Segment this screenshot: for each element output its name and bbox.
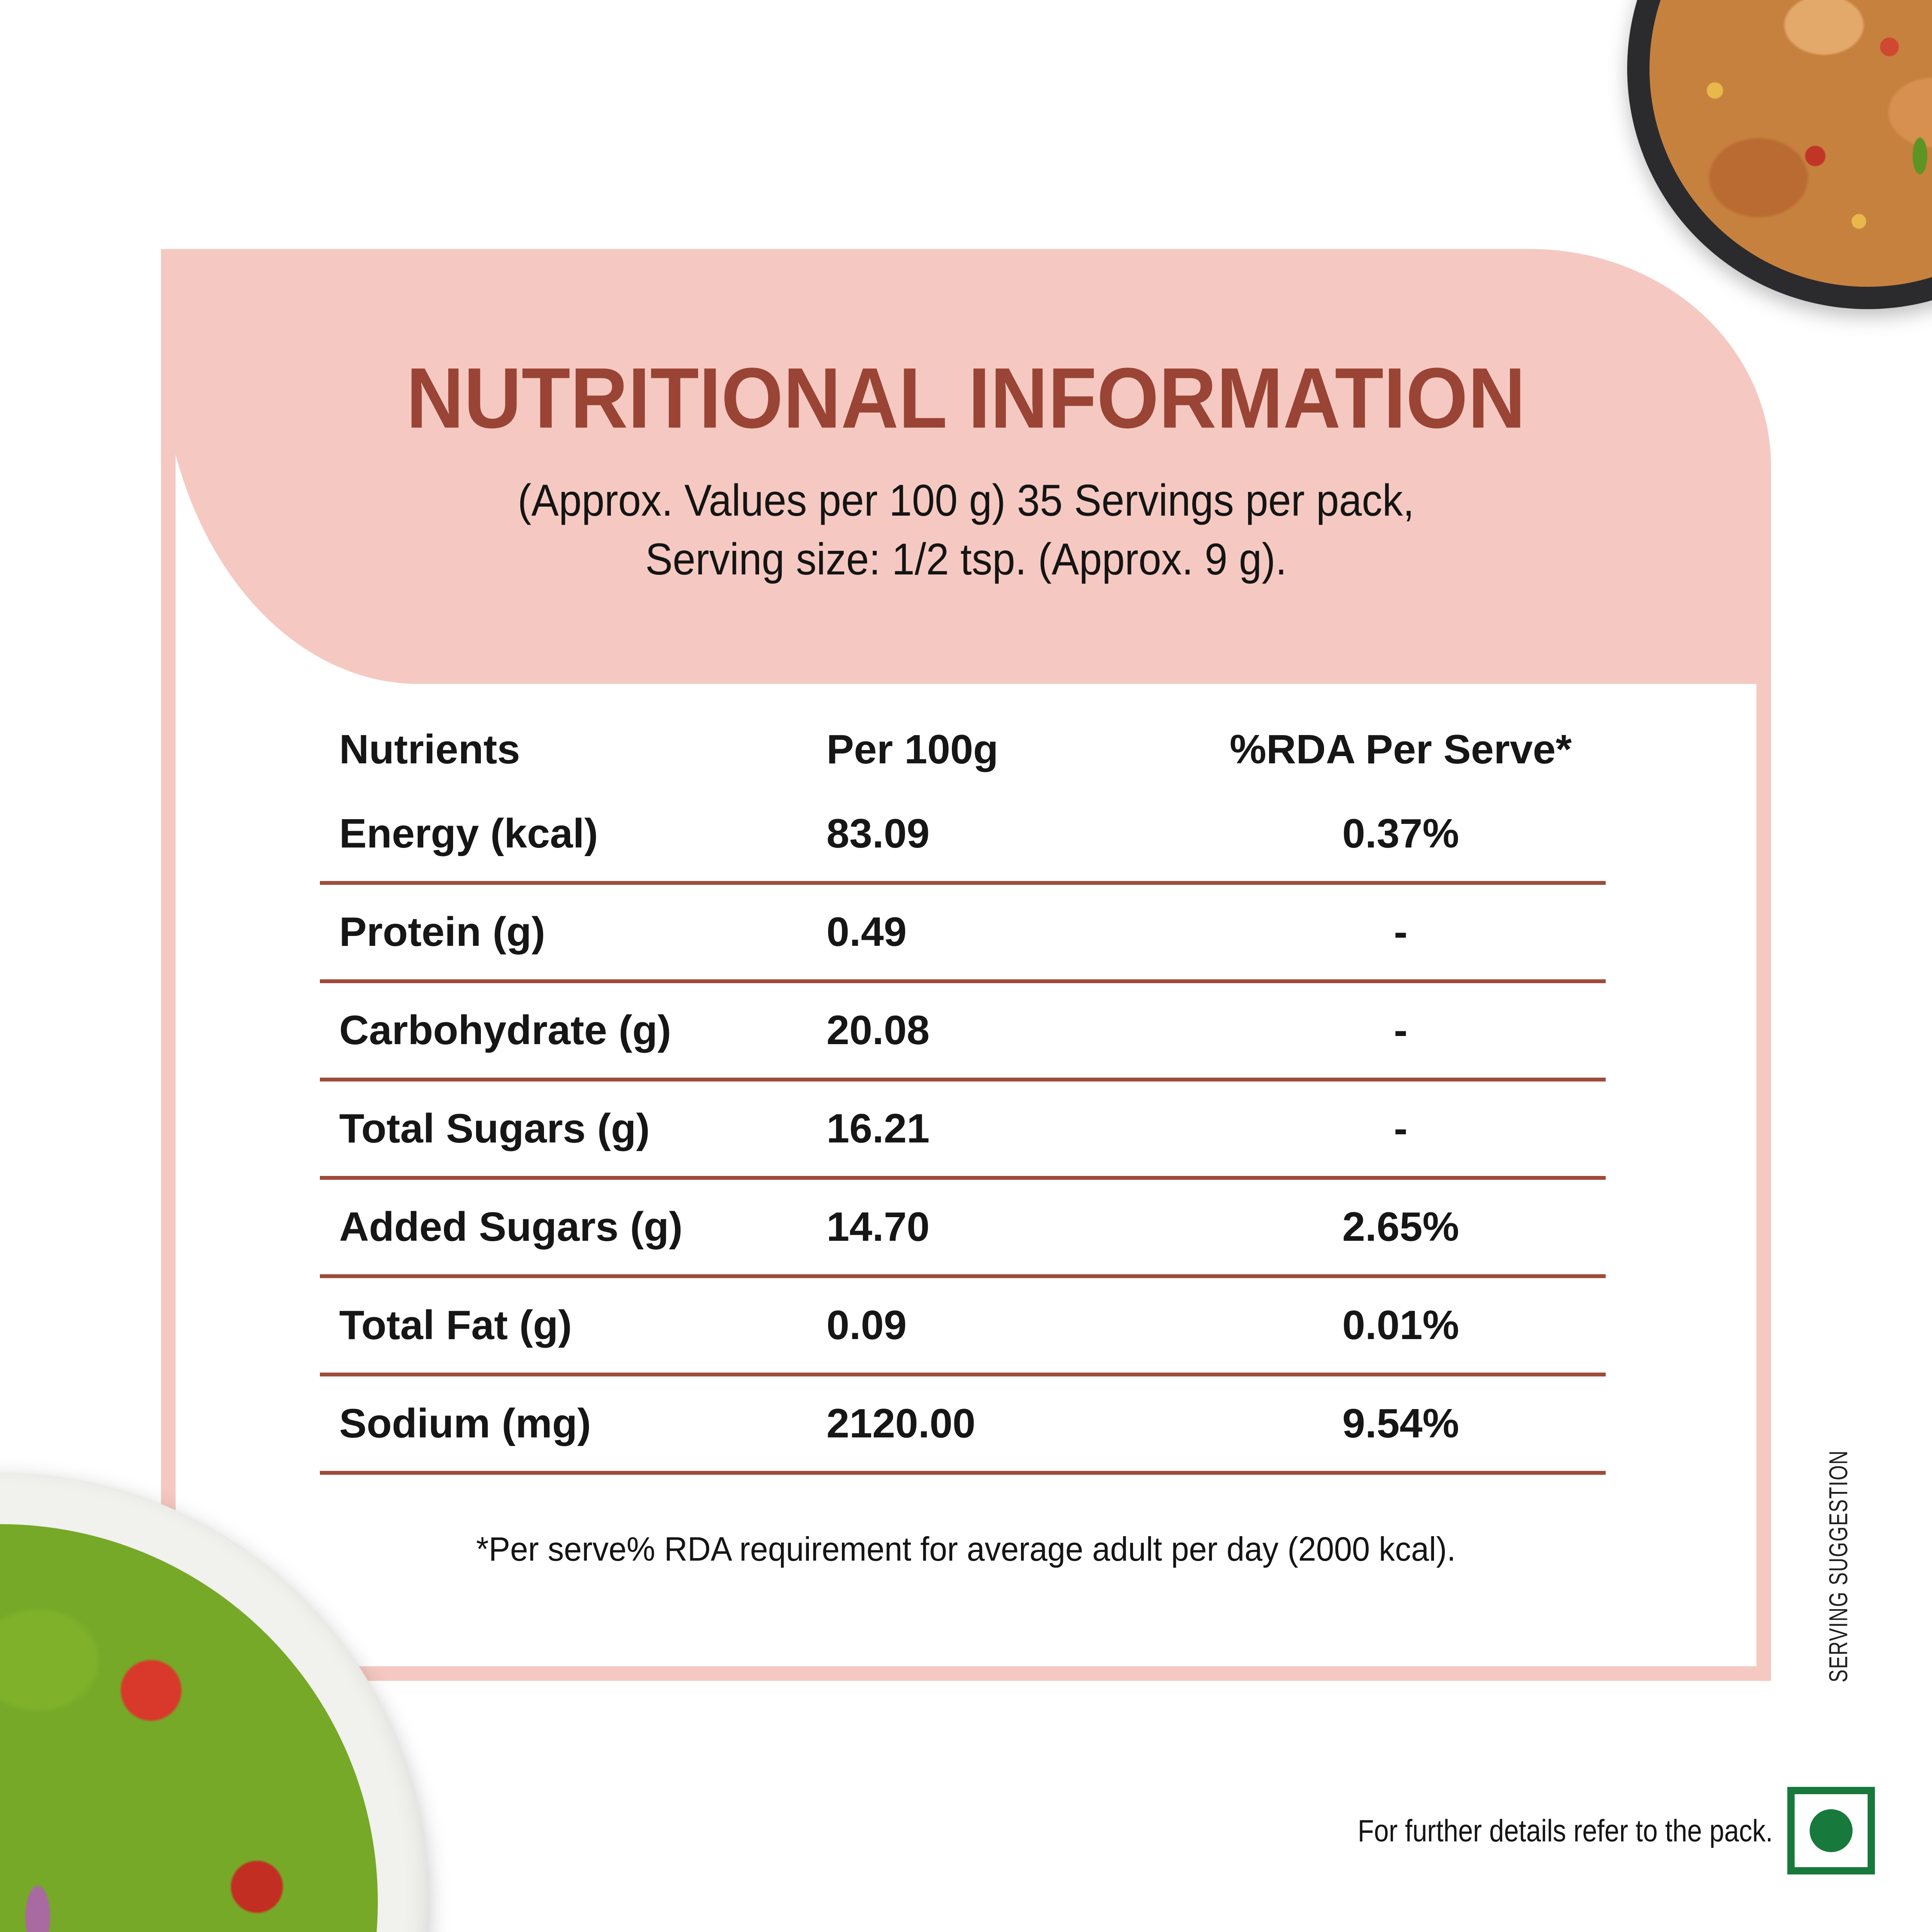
- nutrient-rda: -: [1394, 909, 1408, 955]
- nutrient-value: 2120.00: [826, 1400, 976, 1446]
- nutrient-name: Added Sugars (g): [339, 1204, 683, 1250]
- nutrient-value: 83.09: [826, 811, 930, 857]
- fried-rice-photo: [1627, 0, 1932, 309]
- rda-footnote-text: *Per serve% RDA requirement for average …: [476, 1530, 1456, 1568]
- nutrient-rda: 0.01%: [1342, 1302, 1459, 1348]
- pink-header-band: [161, 249, 1771, 684]
- nutrient-rda: -: [1394, 1106, 1408, 1151]
- rda-footnote: *Per serve% RDA requirement for average …: [161, 1529, 1771, 1569]
- table-row: Sodium (mg) 2120.00 9.54%: [320, 1376, 1606, 1475]
- nutrient-name: Carbohydrate (g): [339, 1007, 671, 1053]
- nutrient-name: Energy (kcal): [339, 811, 598, 857]
- vegetarian-dot-icon: [1810, 1809, 1853, 1852]
- nutrient-value: 20.08: [826, 1007, 930, 1053]
- table-row: Protein (g) 0.49 -: [320, 885, 1606, 983]
- nutrition-table: Nutrients Per 100g %RDA Per Serve* Energ…: [320, 713, 1606, 1475]
- serving-details: (Approx. Values per 100 g) 35 Servings p…: [161, 471, 1771, 589]
- pack-note: For further details refer to the pack.: [1290, 1814, 1773, 1849]
- page-title-text: NUTRITIONAL INFORMATION: [406, 350, 1526, 446]
- col-header-nutrients: Nutrients: [339, 726, 520, 772]
- col-header-rda-per-serve: %RDA Per Serve*: [1230, 726, 1572, 772]
- table-row: Total Sugars (g) 16.21 -: [320, 1081, 1606, 1180]
- nutrient-name: Protein (g): [339, 909, 545, 955]
- table-row: Carbohydrate (g) 20.08 -: [320, 983, 1606, 1081]
- nutrient-name: Sodium (mg): [339, 1400, 591, 1446]
- card-frame-left: [161, 249, 176, 1681]
- nutrient-rda: 2.65%: [1342, 1204, 1459, 1250]
- nutrient-rda: 0.37%: [1342, 811, 1459, 857]
- nutrient-rda: -: [1394, 1007, 1408, 1053]
- card-frame-bottom: [161, 1666, 1771, 1681]
- serving-details-line2: Serving size: 1/2 tsp. (Approx. 9 g).: [645, 535, 1287, 584]
- table-row: Added Sugars (g) 14.70 2.65%: [320, 1180, 1606, 1278]
- nutrient-name: Total Fat (g): [339, 1302, 572, 1348]
- nutrient-value: 0.49: [826, 909, 907, 955]
- table-row: Energy (kcal) 83.09 0.37%: [320, 787, 1606, 885]
- nutrient-rda: 9.54%: [1342, 1400, 1459, 1446]
- nutrient-value: 14.70: [826, 1204, 930, 1250]
- table-row: Total Fat (g) 0.09 0.01%: [320, 1278, 1606, 1376]
- pack-note-text: For further details refer to the pack.: [1358, 1814, 1773, 1848]
- nutrient-value: 16.21: [826, 1106, 930, 1151]
- nutrient-name: Total Sugars (g): [339, 1106, 650, 1151]
- serving-suggestion-label: SERVING SUGGESTION: [1824, 1450, 1853, 1683]
- vegetarian-mark-icon: [1787, 1787, 1875, 1874]
- nutrient-value: 0.09: [826, 1302, 907, 1348]
- table-header-row: Nutrients Per 100g %RDA Per Serve*: [320, 713, 1606, 787]
- col-header-per-100g: Per 100g: [826, 726, 999, 772]
- fried-rice-food: [1649, 0, 1932, 287]
- serving-details-line1: (Approx. Values per 100 g) 35 Servings p…: [517, 476, 1415, 526]
- card-frame-right: [1756, 498, 1771, 1681]
- page-title: NUTRITIONAL INFORMATION: [161, 355, 1771, 441]
- salad-food: [0, 1524, 378, 1932]
